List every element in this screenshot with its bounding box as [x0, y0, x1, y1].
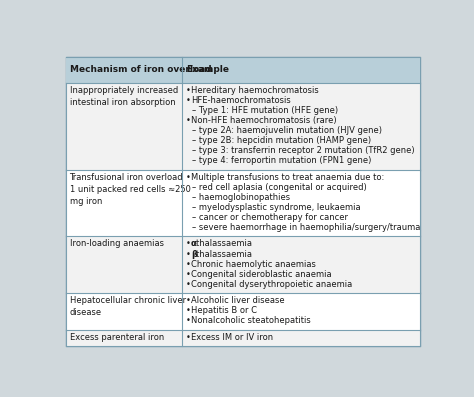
Text: •: •	[186, 333, 191, 341]
Text: •: •	[186, 96, 191, 105]
Text: Congenital sideroblastic anaemia: Congenital sideroblastic anaemia	[191, 270, 331, 279]
Text: Example: Example	[186, 65, 228, 74]
Text: •: •	[186, 250, 191, 258]
Text: – type 3: transferrin receptor 2 mutation (TfR2 gene): – type 3: transferrin receptor 2 mutatio…	[191, 146, 414, 155]
Text: •: •	[186, 280, 191, 289]
Text: – red cell aplasia (congenital or acquired): – red cell aplasia (congenital or acquir…	[191, 183, 366, 192]
Bar	[66, 57, 420, 83]
Text: •: •	[186, 296, 191, 305]
Text: – type 2B: hepcidin mutation (HAMP gene): – type 2B: hepcidin mutation (HAMP gene)	[191, 136, 371, 145]
Text: Multiple transfusions to treat anaemia due to:: Multiple transfusions to treat anaemia d…	[191, 173, 384, 181]
Text: – cancer or chemotherapy for cancer: – cancer or chemotherapy for cancer	[191, 213, 347, 222]
Text: – type 4: ferroportin mutation (FPN1 gene): – type 4: ferroportin mutation (FPN1 gen…	[191, 156, 371, 166]
Text: Non-HFE haemochromatosis (rare): Non-HFE haemochromatosis (rare)	[191, 116, 337, 125]
Text: Alcoholic liver disease: Alcoholic liver disease	[191, 296, 284, 305]
Text: -thalassaemia: -thalassaemia	[193, 250, 252, 258]
Text: – myelodysplastic syndrome, leukaemia: – myelodysplastic syndrome, leukaemia	[191, 203, 360, 212]
Text: α: α	[191, 239, 197, 249]
Text: – type 2A: haemojuvelin mutation (HJV gene): – type 2A: haemojuvelin mutation (HJV ge…	[191, 126, 382, 135]
Text: •: •	[186, 173, 191, 181]
Text: Inappropriately increased
intestinal iron absorption: Inappropriately increased intestinal iro…	[70, 85, 178, 107]
Text: Excess parenteral iron: Excess parenteral iron	[70, 333, 164, 341]
Text: Transfusional iron overload
1 unit packed red cells ≈250
mg iron: Transfusional iron overload 1 unit packe…	[70, 173, 191, 206]
Bar	[66, 293, 420, 330]
Text: – Type 1: HFE mutation (HFE gene): – Type 1: HFE mutation (HFE gene)	[191, 106, 338, 115]
Text: Hepatitis B or C: Hepatitis B or C	[191, 306, 257, 315]
Text: Iron-loading anaemias: Iron-loading anaemias	[70, 239, 164, 249]
Text: – severe haemorrhage in haemophilia/surgery/trauma: – severe haemorrhage in haemophilia/surg…	[191, 223, 420, 232]
Text: Chronic haemolytic anaemias: Chronic haemolytic anaemias	[191, 260, 316, 269]
Bar	[66, 83, 420, 170]
Text: •: •	[186, 306, 191, 315]
Text: •: •	[186, 116, 191, 125]
Text: Hepatocellular chronic liver
disease: Hepatocellular chronic liver disease	[70, 296, 186, 317]
Text: Excess IM or IV iron: Excess IM or IV iron	[191, 333, 273, 341]
Text: β: β	[191, 250, 197, 258]
Text: Hereditary haemochromatosis: Hereditary haemochromatosis	[191, 85, 319, 94]
Text: •: •	[186, 316, 191, 326]
Text: •: •	[186, 239, 191, 249]
Text: •: •	[186, 85, 191, 94]
Text: Congenital dyserythropoietic anaemia: Congenital dyserythropoietic anaemia	[191, 280, 352, 289]
Bar	[66, 330, 420, 346]
Bar	[66, 170, 420, 236]
Text: Nonalcoholic steatohepatitis: Nonalcoholic steatohepatitis	[191, 316, 310, 326]
Text: Mechanism of iron overload: Mechanism of iron overload	[70, 65, 211, 74]
Text: HFE-haemochromatosis: HFE-haemochromatosis	[191, 96, 291, 105]
Text: •: •	[186, 270, 191, 279]
Bar	[66, 236, 420, 293]
Text: – haemoglobinopathies: – haemoglobinopathies	[191, 193, 290, 202]
Text: -thalassaemia: -thalassaemia	[193, 239, 252, 249]
Text: •: •	[186, 260, 191, 269]
